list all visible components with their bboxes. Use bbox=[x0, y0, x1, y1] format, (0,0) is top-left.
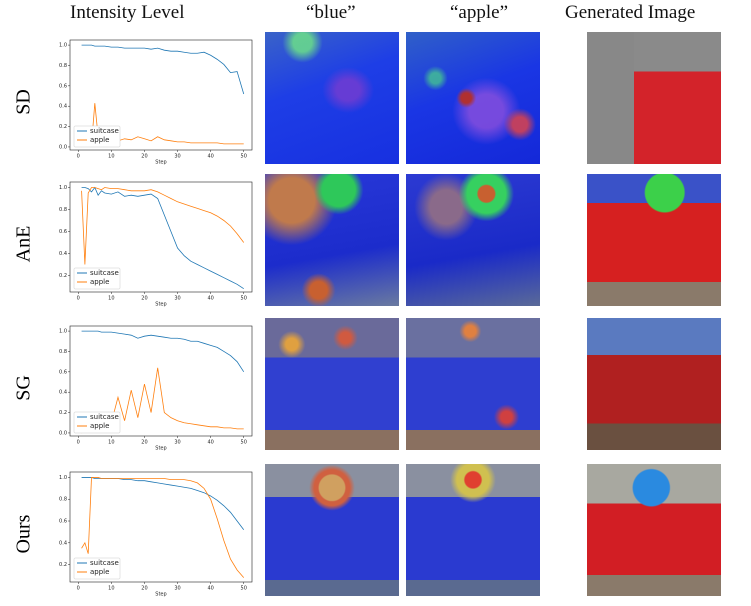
x-tick-label: 30 bbox=[174, 296, 180, 302]
y-tick-label: 0.0 bbox=[59, 430, 67, 436]
y-tick-label: 1.0 bbox=[59, 329, 67, 335]
attention-map bbox=[265, 464, 399, 596]
x-axis-label: Step bbox=[155, 592, 166, 598]
y-tick-label: 0.6 bbox=[59, 519, 67, 525]
y-tick-label: 0.8 bbox=[59, 349, 67, 355]
x-tick-label: 0 bbox=[77, 586, 80, 592]
legend-label: suitcase bbox=[90, 559, 119, 567]
y-tick-label: 0.8 bbox=[59, 497, 67, 503]
figure: Intensity Level “blue” “apple” Generated… bbox=[0, 0, 751, 606]
y-tick-label: 0.0 bbox=[59, 144, 67, 150]
column-header: Intensity Level bbox=[70, 2, 185, 24]
x-tick-label: 20 bbox=[141, 296, 147, 302]
row-label: AnE bbox=[13, 226, 36, 263]
y-tick-label: 1.0 bbox=[59, 43, 67, 49]
row-label-box: SG bbox=[4, 318, 44, 458]
legend-label: suitcase bbox=[90, 127, 119, 135]
x-tick-label: 40 bbox=[207, 296, 213, 302]
attention-map bbox=[406, 318, 540, 450]
generated-image bbox=[587, 464, 721, 596]
y-tick-label: 0.6 bbox=[59, 229, 67, 235]
attention-map bbox=[406, 174, 540, 306]
x-axis-label: Step bbox=[155, 446, 166, 452]
column-header: Generated Image bbox=[565, 2, 695, 24]
series-line bbox=[82, 45, 244, 94]
x-tick-label: 50 bbox=[241, 586, 247, 592]
legend-label: apple bbox=[90, 422, 109, 430]
x-tick-label: 10 bbox=[108, 296, 114, 302]
x-axis-label: Step bbox=[155, 302, 166, 308]
legend-label: suitcase bbox=[90, 413, 119, 421]
x-tick-label: 30 bbox=[174, 586, 180, 592]
x-tick-label: 0 bbox=[77, 154, 80, 160]
generated-image bbox=[587, 32, 721, 164]
legend-label: apple bbox=[90, 568, 109, 576]
attention-map bbox=[265, 318, 399, 450]
y-tick-label: 0.6 bbox=[59, 83, 67, 89]
y-tick-label: 0.6 bbox=[59, 369, 67, 375]
series-line bbox=[82, 331, 244, 372]
series-line bbox=[82, 188, 244, 265]
y-tick-label: 0.2 bbox=[59, 410, 67, 416]
y-tick-label: 1.0 bbox=[59, 475, 67, 481]
y-tick-label: 1.0 bbox=[59, 185, 67, 191]
row-label: SD bbox=[13, 89, 36, 115]
line-chart: 0.0 0.2 0.4 0.6 0.8 1.0 0 10 20 30 40 50 Step suitcas… bbox=[40, 32, 260, 168]
x-tick-label: 30 bbox=[174, 440, 180, 446]
y-tick-label: 0.2 bbox=[59, 273, 67, 279]
x-axis-label: Step bbox=[155, 160, 166, 166]
legend-label: apple bbox=[90, 278, 109, 286]
generated-image bbox=[587, 318, 721, 450]
column-header: “apple” bbox=[450, 2, 508, 24]
y-tick-label: 0.4 bbox=[59, 104, 67, 110]
legend-label: suitcase bbox=[90, 269, 119, 277]
y-tick-label: 0.2 bbox=[59, 562, 67, 568]
legend-label: apple bbox=[90, 136, 109, 144]
x-tick-label: 40 bbox=[207, 440, 213, 446]
x-tick-label: 10 bbox=[108, 586, 114, 592]
x-tick-label: 0 bbox=[77, 296, 80, 302]
x-tick-label: 40 bbox=[207, 154, 213, 160]
x-tick-label: 50 bbox=[241, 154, 247, 160]
y-tick-label: 0.8 bbox=[59, 63, 67, 69]
attention-map bbox=[406, 32, 540, 164]
x-tick-label: 0 bbox=[77, 440, 80, 446]
attention-map bbox=[265, 174, 399, 306]
y-tick-label: 0.4 bbox=[59, 390, 67, 396]
x-tick-label: 10 bbox=[108, 440, 114, 446]
y-tick-label: 0.2 bbox=[59, 124, 67, 130]
line-chart: 0.2 0.4 0.6 0.8 1.0 0 10 20 30 40 50 Step suitcaseap… bbox=[40, 174, 260, 310]
row-label-box: AnE bbox=[4, 174, 44, 314]
row-label-box: Ours bbox=[4, 464, 44, 604]
y-tick-label: 0.8 bbox=[59, 207, 67, 213]
x-tick-label: 50 bbox=[241, 296, 247, 302]
y-tick-label: 0.4 bbox=[59, 540, 67, 546]
x-tick-label: 20 bbox=[141, 586, 147, 592]
generated-image bbox=[587, 174, 721, 306]
column-header: “blue” bbox=[306, 2, 356, 24]
x-tick-label: 20 bbox=[141, 154, 147, 160]
x-tick-label: 40 bbox=[207, 586, 213, 592]
row-label: SG bbox=[13, 375, 36, 401]
x-tick-label: 10 bbox=[108, 154, 114, 160]
x-tick-label: 50 bbox=[241, 440, 247, 446]
attention-map bbox=[406, 464, 540, 596]
y-tick-label: 0.4 bbox=[59, 251, 67, 257]
row-label-box: SD bbox=[4, 32, 44, 172]
x-tick-label: 30 bbox=[174, 154, 180, 160]
attention-map bbox=[265, 32, 399, 164]
series-line bbox=[82, 477, 244, 529]
line-chart: 0.0 0.2 0.4 0.6 0.8 1.0 0 10 20 30 40 50 Step suitcas… bbox=[40, 318, 260, 454]
row-label: Ours bbox=[13, 515, 36, 554]
x-tick-label: 20 bbox=[141, 440, 147, 446]
line-chart: 0.2 0.4 0.6 0.8 1.0 0 10 20 30 40 50 Step suitcaseap… bbox=[40, 464, 260, 600]
